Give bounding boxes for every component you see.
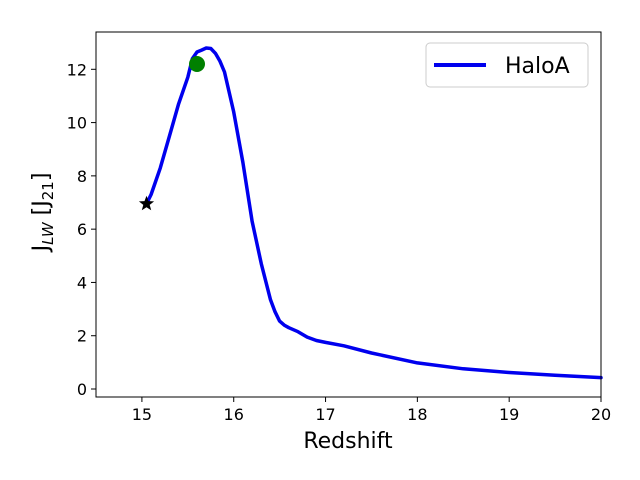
x-axis-label: Redshift — [303, 429, 393, 454]
y-axis-label: JLW [J21] — [29, 173, 57, 254]
y-tick-label-8: 8 — [77, 167, 87, 186]
y-axis-label-unit-open: [J — [29, 200, 54, 222]
axis-ticks: 15 16 17 18 19 20 0 2 4 6 8 10 12 — [67, 60, 612, 424]
y-tick-label-4: 4 — [77, 273, 87, 292]
legend-label-halo-a: HaloA — [505, 54, 570, 79]
marker-circle — [189, 55, 205, 72]
legend-box — [425, 42, 589, 88]
x-tick-label-20: 20 — [591, 405, 611, 424]
series-line-0 — [144, 46, 603, 380]
marker-star — [138, 195, 155, 211]
y-tick-label-0: 0 — [77, 380, 87, 399]
y-tick-label-2: 2 — [77, 327, 87, 346]
y-tick-label-6: 6 — [77, 220, 87, 239]
y-tick-label-12: 12 — [67, 60, 87, 79]
legend: HaloA — [425, 42, 589, 88]
y-axis-label-unit-close: ] — [29, 173, 54, 182]
x-tick-label-15: 15 — [132, 405, 152, 424]
x-tick-label-17: 17 — [315, 405, 335, 424]
x-tick-label-18: 18 — [407, 405, 427, 424]
y-axis-label-main-sub: LW — [39, 221, 57, 245]
y-axis-label-unit-sub: 21 — [39, 181, 57, 200]
y-axis-label-main: J — [29, 245, 54, 254]
x-tick-label-19: 19 — [499, 405, 519, 424]
axes-frame — [95, 31, 602, 398]
plot-area — [138, 46, 603, 380]
y-tick-label-10: 10 — [67, 114, 87, 133]
x-tick-label-16: 16 — [224, 405, 244, 424]
